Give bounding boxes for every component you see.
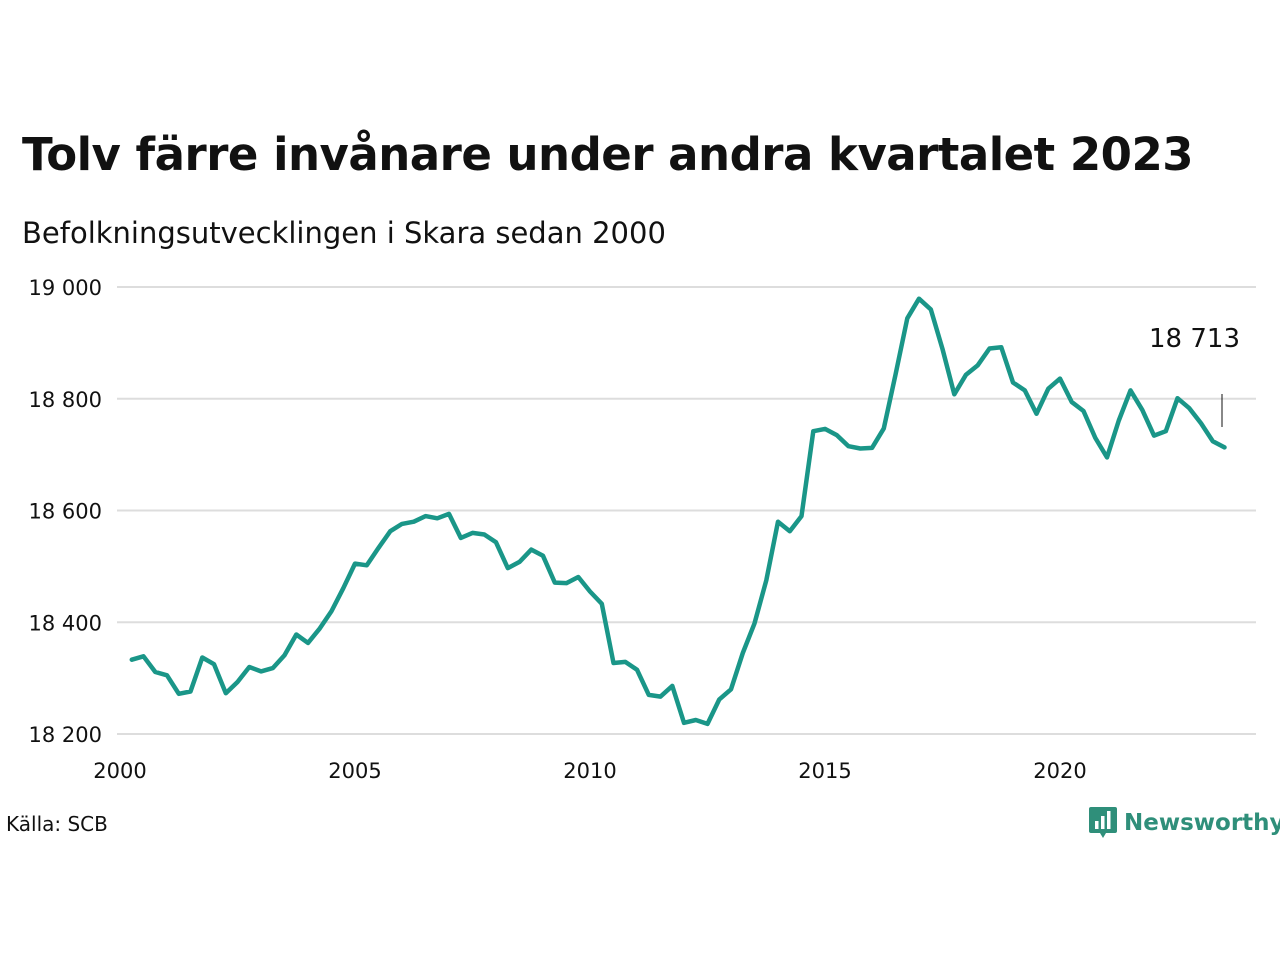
y-tick-label: 18 200 (29, 723, 102, 747)
y-tick-label: 19 000 (29, 276, 102, 300)
grid-lines (117, 286, 1256, 735)
y-tick-labels: 18 200 18 400 18 600 18 800 19 000 (29, 276, 102, 747)
x-tick-label: 2005 (328, 759, 381, 783)
y-tick-label: 18 800 (29, 388, 102, 412)
brand-name: Newsworthy (1124, 810, 1280, 836)
series-line (129, 296, 1227, 727)
source-note: Källa: SCB (6, 812, 108, 836)
data-points (131, 298, 1225, 725)
y-tick-label: 18 600 (29, 500, 102, 524)
x-tick-labels: 2000 2005 2010 2015 2020 (93, 759, 1086, 783)
newsworthy-logo-icon (1089, 807, 1117, 838)
x-tick-label: 2020 (1033, 759, 1086, 783)
end-label: 18 713 (1149, 324, 1240, 354)
brand-logo[interactable]: Newsworthy (1088, 805, 1280, 841)
x-tick-label: 2010 (563, 759, 616, 783)
x-tick-label: 2000 (93, 759, 146, 783)
x-tick-label: 2015 (798, 759, 851, 783)
y-tick-label: 18 400 (29, 611, 102, 635)
chart-title: Tolv färre invånare under andra kvartale… (22, 128, 1194, 181)
chart-subtitle: Befolkningsutvecklingen i Skara sedan 20… (22, 216, 666, 250)
